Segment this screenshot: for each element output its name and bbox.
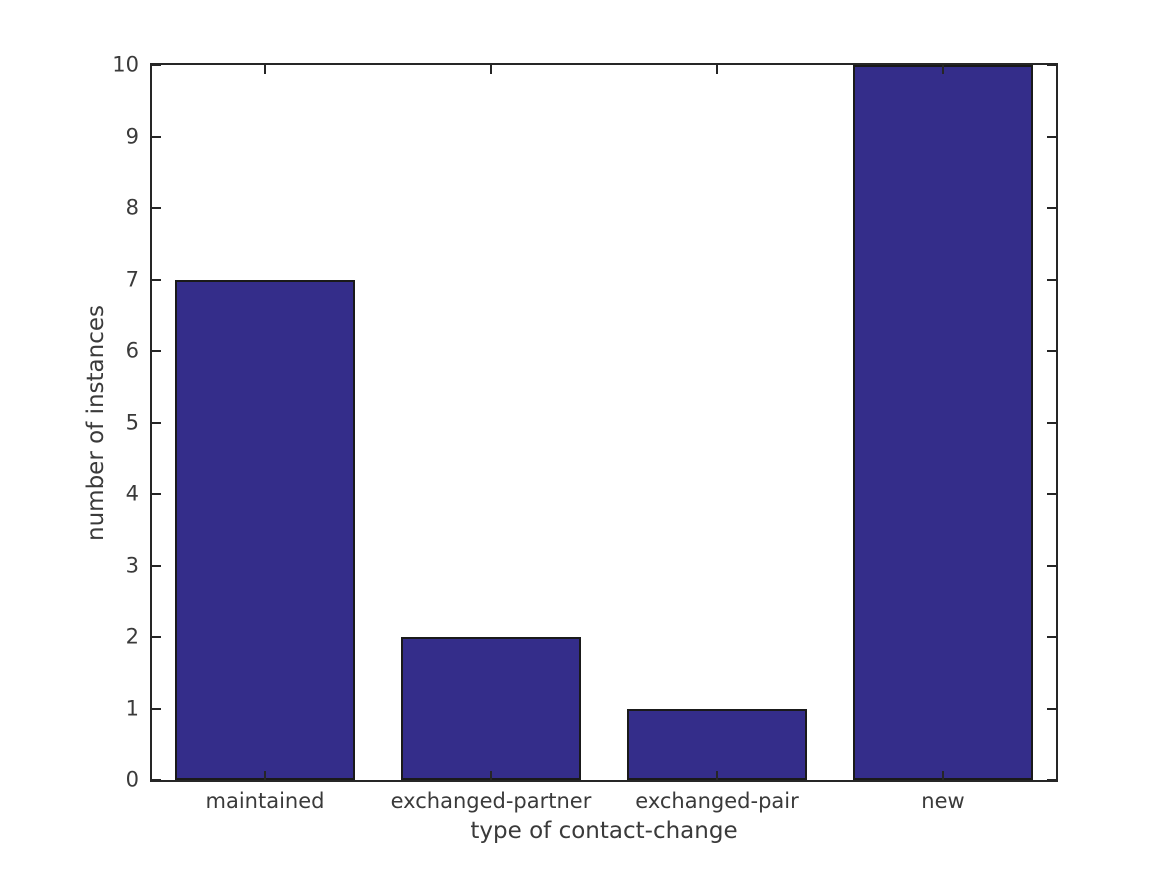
x-tick-bottom-exchanged-partner: [490, 771, 492, 780]
y-tick-label-3: 3: [125, 553, 139, 577]
y-tick-label-5: 5: [125, 410, 139, 434]
x-tick-bottom-maintained: [264, 771, 266, 780]
bar-exchanged-partner: [400, 637, 582, 780]
y-tick-right-0: [1047, 779, 1056, 781]
y-tick-left-2: [152, 636, 161, 638]
y-tick-right-3: [1047, 564, 1056, 567]
y-tick-right-2: [1047, 636, 1056, 638]
y-tick-left-8: [152, 207, 161, 209]
y-tick-left-4: [152, 493, 161, 495]
y-tick-label-10: 10: [112, 52, 139, 77]
bar-exchanged-pair: [626, 708, 808, 780]
bar-new: [852, 65, 1034, 780]
x-tick-top-exchanged-pair: [716, 65, 718, 74]
y-tick-right-6: [1047, 350, 1056, 352]
y-tick-right-9: [1047, 135, 1056, 138]
y-tick-label-8: 8: [125, 195, 139, 220]
x-tick-top-new: [942, 65, 944, 74]
x-tick-bottom-new: [942, 771, 944, 780]
y-tick-label-1: 1: [125, 696, 139, 720]
y-tick-right-8: [1047, 207, 1056, 209]
y-tick-label-2: 2: [125, 624, 139, 649]
bar-maintained: [174, 279, 356, 780]
y-tick-left-7: [152, 278, 161, 281]
y-tick-right-1: [1047, 707, 1056, 710]
y-tick-left-3: [152, 564, 161, 567]
x-tick-top-exchanged-partner: [490, 65, 492, 74]
y-tick-right-10: [1047, 64, 1056, 66]
y-tick-left-5: [152, 421, 161, 424]
x-tick-top-maintained: [264, 65, 266, 74]
x-tick-label-exchanged-partner: exchanged-partner: [390, 789, 592, 813]
y-tick-right-4: [1047, 493, 1056, 495]
y-tick-left-0: [152, 779, 161, 781]
y-tick-left-1: [152, 707, 161, 710]
y-tick-left-10: [152, 64, 161, 66]
y-tick-right-7: [1047, 278, 1056, 281]
y-tick-left-9: [152, 135, 161, 138]
x-tick-label-new: new: [921, 789, 965, 813]
x-tick-bottom-exchanged-pair: [716, 771, 718, 780]
x-tick-label-exchanged-pair: exchanged-pair: [635, 789, 799, 813]
y-tick-right-5: [1047, 421, 1056, 424]
y-tick-label-7: 7: [125, 267, 139, 291]
y-tick-label-0: 0: [125, 767, 139, 792]
x-tick-label-maintained: maintained: [205, 789, 325, 813]
y-axis-label: number of instances: [83, 305, 109, 541]
y-tick-label-4: 4: [125, 481, 139, 506]
x-axis-label: type of contact-change: [470, 818, 738, 844]
y-tick-left-6: [152, 350, 161, 352]
plot-area: maintained exchanged-partner exchanged-pai…: [112, 54, 1058, 812]
y-tick-label-6: 6: [125, 338, 139, 363]
y-tick-label-9: 9: [125, 124, 139, 148]
